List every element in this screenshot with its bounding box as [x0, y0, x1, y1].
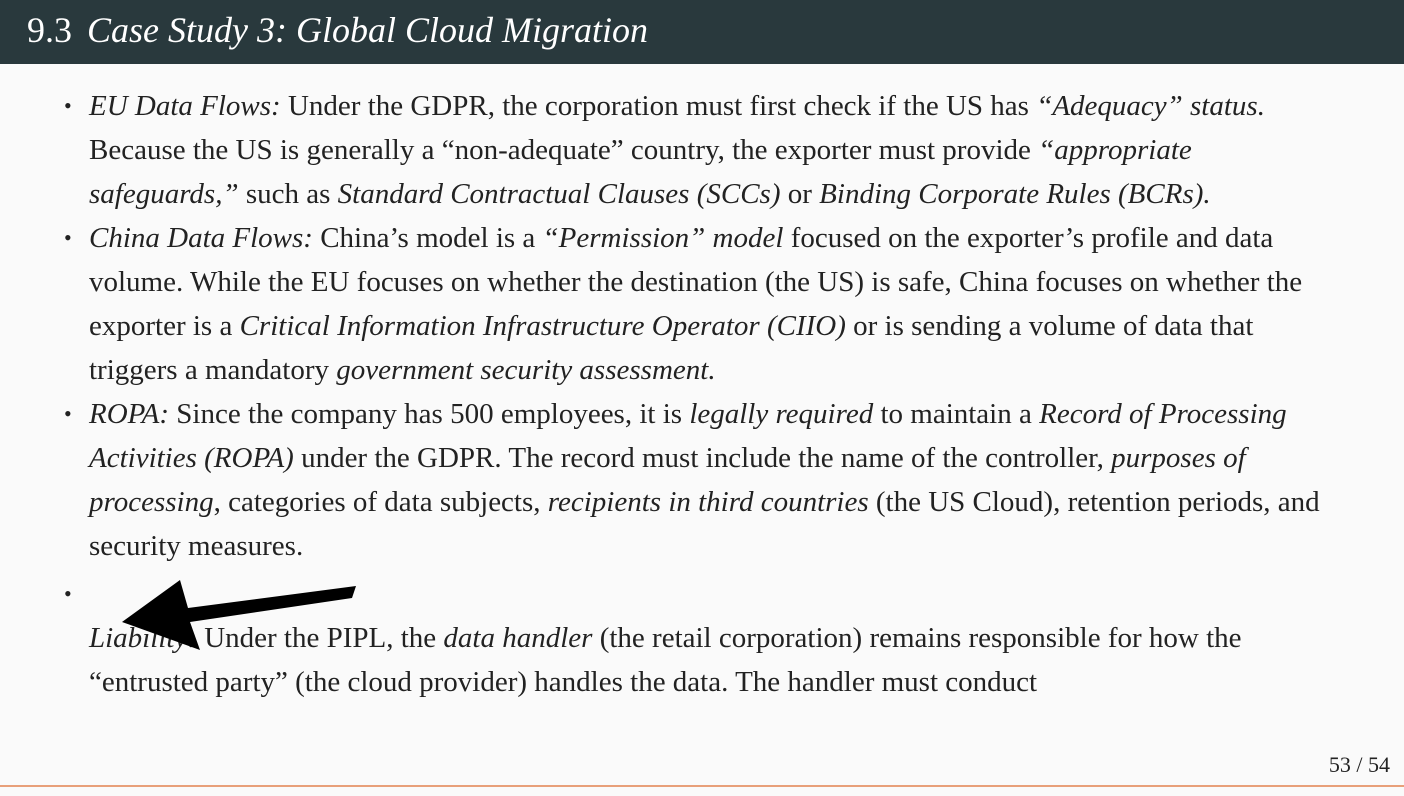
bullet: China Data Flows: China’s model is a “Pe… — [64, 216, 1339, 392]
body-text: Under the GDPR, the corporation must fir… — [280, 90, 1037, 122]
body-text: (the retail corporation) remains respons… — [89, 622, 1242, 698]
body-text: , categories of data subjects, — [213, 486, 548, 518]
emphasis-text: Binding Corporate Rules (BCRs). — [819, 178, 1211, 210]
emphasis-text: purposes of processing — [89, 442, 1246, 518]
content: EU Data Flows: Under the GDPR, the corpo… — [0, 84, 1404, 724]
emphasis-text: legally required — [689, 398, 874, 430]
page-number: 53 / 54 — [1328, 752, 1390, 777]
bullet: EU Data Flows: Under the GDPR, the corpo… — [64, 84, 1339, 216]
body-text: China’s model is a — [312, 222, 543, 254]
body-text: Since the company has 500 employees, it … — [169, 398, 690, 430]
emphasis-text: ROPA: — [89, 398, 170, 430]
body-text: Under the PIPL, the — [196, 622, 444, 654]
emphasis-text: “appropriate safeguards,” — [89, 134, 1192, 210]
emphasis-text: “Permission” model — [542, 222, 784, 254]
body-text: focused on the exporter’s profile and da… — [89, 222, 1303, 342]
emphasis-text: data handler — [443, 622, 593, 654]
header: 9.3 Case Study 3: Global Cloud Migration — [0, 0, 1404, 64]
body-text: such as — [238, 178, 338, 210]
bullet: Liability: Under the PIPL, the data hand… — [64, 572, 1339, 704]
body-text: or is sending a volume of data that trig… — [89, 310, 1254, 386]
body-text: to maintain a — [873, 398, 1040, 430]
section-number: 9.3 — [27, 10, 72, 50]
footer-rule — [0, 785, 1404, 787]
body-text: (the US Cloud), retention periods, and s… — [89, 486, 1320, 562]
emphasis-text: Liability: — [89, 622, 197, 654]
emphasis-text: Critical Information Infrastructure Oper… — [239, 310, 846, 342]
emphasis-text: “Adequacy” status. — [1036, 90, 1265, 122]
emphasis-text: Standard Contractual Clauses (SCCs) — [337, 178, 781, 210]
body-text: Because the US is generally a “non-adequ… — [89, 134, 1039, 166]
emphasis-text: Record of Processing Activities (ROPA) — [89, 398, 1287, 474]
emphasis-text: EU Data Flows: — [89, 90, 281, 122]
body-text: under the GDPR. The record must include … — [293, 442, 1112, 474]
emphasis-text: China Data Flows: — [89, 222, 313, 254]
body-text: or — [780, 178, 820, 210]
bullet-list: EU Data Flows: Under the GDPR, the corpo… — [0, 84, 1404, 704]
emphasis-text: government security assessment. — [336, 354, 716, 386]
bullet: ROPA: Since the company has 500 employee… — [64, 392, 1339, 568]
slide-title: Case Study 3: Global Cloud Migration — [87, 10, 648, 50]
emphasis-text: recipients in third countries — [547, 486, 869, 518]
